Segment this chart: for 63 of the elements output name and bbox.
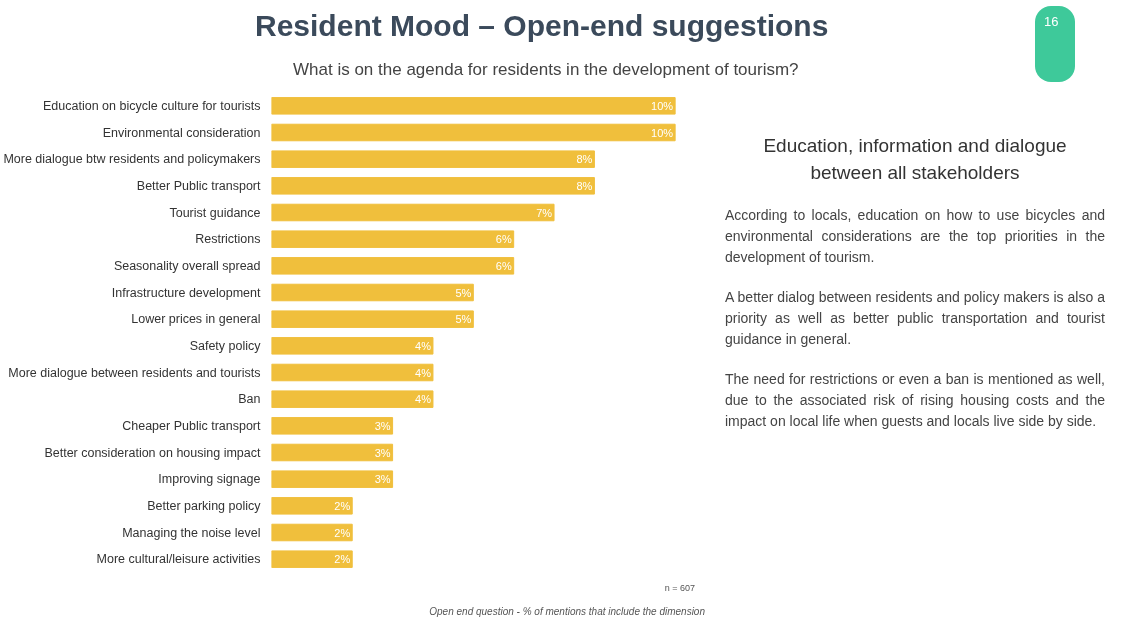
y-tick-label: Improving signage xyxy=(158,472,261,487)
data-label: 8% xyxy=(576,179,593,192)
bar xyxy=(271,497,353,515)
bar xyxy=(271,363,434,382)
data-label: 10% xyxy=(651,99,674,112)
y-tick-label: Lower prices in general xyxy=(131,312,261,327)
data-label: 2% xyxy=(334,499,351,512)
data-label: 2% xyxy=(334,526,351,539)
data-label: 4% xyxy=(415,393,432,406)
bar xyxy=(271,150,595,169)
data-label: 4% xyxy=(415,366,432,379)
y-tick-label: Environmental consideration xyxy=(102,125,261,140)
y-tick-label: More dialogue btw residents and policymakers xyxy=(3,152,261,167)
y-tick-label: Managing the noise level xyxy=(122,525,261,540)
data-label: 3% xyxy=(374,473,391,486)
data-label: 5% xyxy=(455,313,472,326)
text: According to locals, education on how to use bicycles and environmental considerations are the top priorities in the development of tourism. xyxy=(725,206,1105,268)
bar xyxy=(271,203,555,222)
bar xyxy=(271,443,394,462)
bar xyxy=(271,283,474,302)
y-tick-label: Infrastructure development xyxy=(111,285,262,300)
bar xyxy=(271,97,676,115)
text: n = 607 xyxy=(664,582,695,595)
bar xyxy=(271,337,434,355)
y-tick-label: More cultural/leisure activities xyxy=(96,552,261,567)
data-label: 7% xyxy=(536,206,553,219)
bar xyxy=(271,550,353,569)
y-tick-label: Cheaper Public transport xyxy=(122,418,262,433)
y-tick-label: Seasonality overall spread xyxy=(113,258,261,273)
bar xyxy=(271,230,515,249)
bar xyxy=(271,177,595,195)
y-tick-label: Better parking policy xyxy=(147,498,262,513)
bar xyxy=(271,123,676,142)
data-label: 8% xyxy=(576,153,593,166)
chart-subtitle: What is on the agenda for residents in the development of tourism? xyxy=(293,58,799,81)
bar xyxy=(271,470,394,489)
text: 16 xyxy=(1044,13,1059,31)
y-tick-label: Better Public transport xyxy=(136,178,262,193)
data-label: 3% xyxy=(374,419,391,432)
y-tick-label: Ban xyxy=(238,392,261,407)
text: The need for restrictions or even a ban is mentioned as well, due to the associated risk of rising housing costs and the impact on local life when guests and locals live side by side. xyxy=(725,370,1105,432)
data-label: 4% xyxy=(415,339,432,352)
y-tick-label: Tourist guidance xyxy=(169,205,261,220)
y-tick-label: Safety policy xyxy=(189,338,262,353)
text: A better dialog between residents and policy makers is also a priority as well as better public transportation and tourist guidance in general. xyxy=(725,288,1105,350)
text: Open end question - % of mentions that include the dimension xyxy=(429,604,705,619)
data-label: 6% xyxy=(495,233,512,246)
y-tick-label: Better consideration on housing impact xyxy=(44,445,262,460)
data-label: 3% xyxy=(374,446,391,459)
chart-title: Resident Mood – Open-end suggestions xyxy=(255,8,829,44)
y-tick-label: More dialogue between residents and tourists xyxy=(8,365,261,380)
data-label: 5% xyxy=(455,286,472,299)
data-label: 6% xyxy=(495,259,512,272)
y-tick-label: Education on bicycle culture for tourists xyxy=(43,98,261,113)
bar xyxy=(271,523,353,542)
bar xyxy=(271,257,515,275)
bar xyxy=(271,310,474,329)
y-tick-label: Restrictions xyxy=(195,232,261,247)
data-label: 2% xyxy=(334,553,351,566)
data-label: 10% xyxy=(651,126,674,139)
bar xyxy=(271,417,394,435)
text: Education, information and dialogue between all stakeholders xyxy=(762,134,1068,186)
bar xyxy=(271,390,434,409)
